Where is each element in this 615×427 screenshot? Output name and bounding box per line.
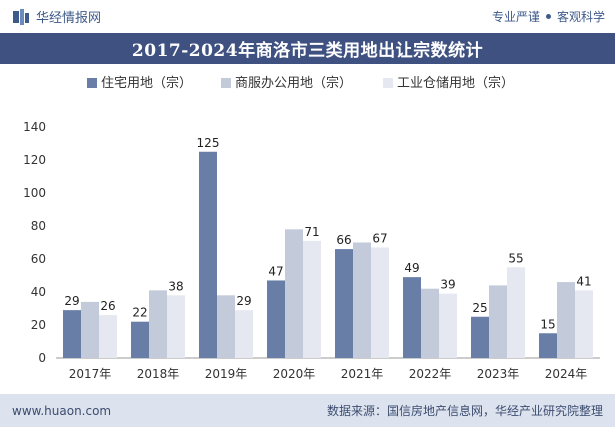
footer-website[interactable]: www.huaon.com: [12, 403, 112, 418]
bar-2: [557, 282, 575, 358]
bar-3: [507, 267, 525, 358]
bar-2: [217, 295, 235, 358]
data-label: 25: [472, 301, 487, 315]
y-tick-label: 60: [31, 252, 46, 266]
legend-label-3: 工业仓储用地（宗）: [397, 75, 514, 91]
brand-name: 华经情报网: [36, 11, 102, 26]
bar-2: [285, 229, 303, 358]
tagline-right: 客观科学: [556, 10, 605, 24]
x-tick-label: 2018年: [137, 367, 180, 381]
bar-3: [167, 295, 185, 358]
y-tick-label: 140: [23, 120, 46, 134]
x-tick-label: 2023年: [477, 367, 520, 381]
bar-3: [303, 240, 321, 358]
x-tick-label: 2022年: [409, 367, 452, 381]
x-tick-label: 2020年: [273, 367, 316, 381]
tagline: 专业严谨 客观科学: [492, 8, 605, 25]
bar-1: [335, 249, 353, 358]
bar-1: [471, 316, 489, 358]
bar-1: [403, 277, 421, 358]
data-label: 41: [576, 274, 591, 288]
bar-1: [131, 321, 149, 358]
bar-2: [421, 288, 439, 358]
footer: www.huaon.com 数据来源：国信房地产信息网，华经产业研究院整理: [0, 394, 615, 427]
bar-1: [539, 333, 557, 358]
footer-source: 数据来源：国信房地产信息网，华经产业研究院整理: [326, 404, 603, 418]
data-label: 125: [197, 136, 220, 150]
bar-2: [353, 242, 371, 358]
tagline-left: 专业严谨: [491, 10, 540, 24]
bar-3: [575, 290, 593, 358]
data-label: 22: [132, 306, 147, 320]
x-tick-label: 2017年: [69, 367, 112, 381]
data-label: 55: [508, 251, 523, 265]
y-tick-label: 100: [23, 186, 46, 200]
data-label: 49: [404, 261, 419, 275]
x-tick-label: 2021年: [341, 367, 384, 381]
legend-swatch-1: [87, 78, 97, 88]
y-tick-label: 80: [31, 219, 46, 233]
legend-label-1: 住宅用地（宗）: [101, 75, 192, 91]
bar-3: [371, 247, 389, 358]
data-label: 66: [336, 233, 351, 247]
y-tick-label: 0: [38, 351, 46, 365]
data-label: 26: [100, 299, 115, 313]
data-label: 29: [236, 294, 251, 308]
bar-1: [267, 280, 285, 358]
legend-swatch-3: [383, 78, 393, 88]
data-label: 71: [304, 225, 319, 239]
separator-dot-icon: [545, 14, 551, 19]
bar-2: [489, 285, 507, 358]
x-tick-label: 2019年: [205, 367, 248, 381]
legend-swatch-2: [221, 78, 231, 88]
y-tick-label: 20: [31, 318, 46, 332]
data-label: 47: [268, 264, 283, 278]
top-bar: 华经情报网 专业严谨 客观科学: [0, 0, 615, 33]
bar-1: [199, 151, 217, 358]
x-tick-label: 2024年: [545, 367, 588, 381]
data-label: 39: [440, 278, 455, 292]
data-label: 15: [540, 317, 555, 331]
chart-title: 2017-2024年商洛市三类用地出让宗数统计: [0, 33, 615, 64]
data-label: 29: [64, 294, 79, 308]
data-label: 38: [168, 279, 183, 293]
bar-2: [81, 301, 99, 358]
bar-3: [439, 293, 457, 358]
huajing-logo-icon: [13, 8, 29, 25]
y-tick-label: 40: [31, 285, 46, 299]
brand: 华经情报网: [12, 7, 101, 26]
bar-1: [63, 310, 81, 358]
y-tick-label: 120: [23, 153, 46, 167]
bar-3: [99, 315, 117, 358]
bar-3: [235, 310, 253, 358]
data-label: 67: [372, 231, 387, 245]
legend-label-2: 商服办公用地（宗）: [235, 75, 352, 91]
bar-2: [149, 290, 167, 358]
